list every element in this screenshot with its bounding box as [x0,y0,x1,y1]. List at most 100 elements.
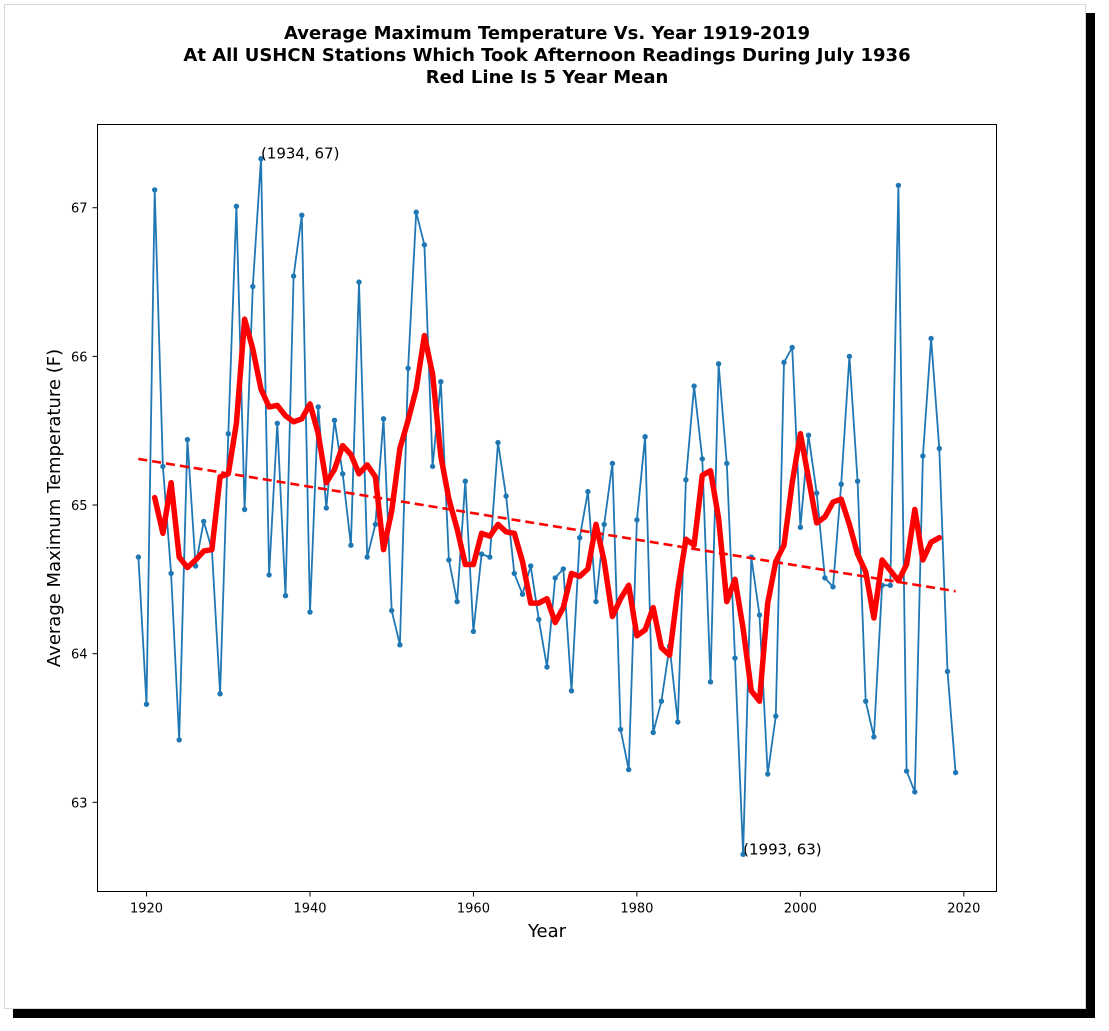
annual-point [863,698,869,704]
y-tick-label: 63 [71,796,88,811]
y-tick-label: 65 [71,499,88,514]
annual-point [593,598,599,605]
annual-point [928,335,934,342]
annual-point [225,431,231,437]
annual-point [887,582,893,588]
annual-point [814,490,820,496]
annual-point [797,524,804,530]
annual-point [135,554,142,560]
annual-point [511,570,517,577]
annual-point [160,463,166,470]
annual-point [356,279,362,285]
annual-point [176,737,182,743]
annual-point [634,517,640,523]
x-tick-label: 1940 [293,902,326,917]
annual-point [348,542,354,548]
annual-point [765,771,771,777]
x-tick-label: 1960 [457,902,490,917]
y-axis-label: Average Maximum Temperature (F) [44,349,65,667]
annual-point [470,628,477,635]
annual-point [936,445,942,452]
annual-point [699,456,705,462]
annotations: (1934, 67) (1993, 63) [261,145,822,859]
annual-point [282,593,289,599]
x-tick-label: 2020 [947,902,980,917]
five-year-mean-line [151,316,943,704]
x-axis: 1920 1940 1960 1980 2000 2020 [130,891,980,917]
annual-point [691,383,697,389]
annual-point [152,187,158,193]
annual-point [895,182,902,189]
annotation-label: (1934, 67) [261,145,340,163]
annual-point [552,575,558,581]
x-tick-label: 1920 [130,902,163,917]
annual-point [307,609,313,615]
annual-point [642,434,648,440]
annual-point [454,598,460,605]
annual-point [805,432,812,438]
annual-point [389,607,395,614]
title-line-3: Red Line Is 5 Year Mean [426,67,669,88]
annual-point [650,729,656,736]
y-tick-label: 67 [71,202,88,217]
annual-point [274,420,280,426]
annual-point [503,493,509,499]
annual-point [577,535,583,541]
annual-point [380,416,387,422]
x-axis-label: Year [527,921,567,942]
data-marks [135,156,959,857]
annual-point [429,463,436,470]
y-axis: 63 64 65 66 67 [71,202,98,811]
annual-point [871,734,877,740]
annual-point [250,283,256,290]
annual-point [675,719,681,725]
annual-point [323,505,329,511]
annual-point [536,616,542,623]
annual-point [658,698,665,704]
annual-point [781,359,787,365]
annual-point [201,518,207,525]
annual-point [372,521,379,528]
annual-point [478,551,485,557]
annual-point [340,471,346,477]
annual-point [519,591,526,597]
annual-point [364,554,370,560]
annotation-label: (1993, 63) [743,840,822,858]
annual-point [756,612,763,618]
plot-area [97,124,997,892]
annual-point [585,488,591,495]
annual-point [331,417,338,423]
annual-point [290,273,297,279]
annual-point [258,156,264,162]
annual-point [846,353,853,360]
annual-point [952,769,959,776]
annual-point [413,209,419,215]
annual-point [626,766,632,773]
annual-point [241,506,248,513]
annual-point [715,361,722,367]
annual-point [168,570,174,577]
annual-point [830,584,836,590]
annual-point [822,575,828,581]
annual-point [724,460,730,467]
title-line-1: Average Maximum Temperature Vs. Year 191… [284,23,810,44]
annual-point [184,436,191,443]
annual-point [462,478,468,484]
annual-point [609,460,616,467]
annual-point [707,679,714,685]
y-tick-label: 64 [71,648,88,663]
annual-point [617,726,624,733]
annual-point [544,664,550,670]
annual-point [838,481,844,487]
annual-point [601,521,607,528]
annual-point [446,557,452,563]
annual-point [854,478,861,484]
annual-point [732,655,738,661]
x-tick-label: 1980 [620,902,653,917]
title-line-2: At All USHCN Stations Which Took Afterno… [183,45,910,66]
annual-point [315,404,321,410]
x-tick-label: 2000 [784,902,817,917]
annual-point [405,365,411,371]
annual-point [143,701,150,707]
